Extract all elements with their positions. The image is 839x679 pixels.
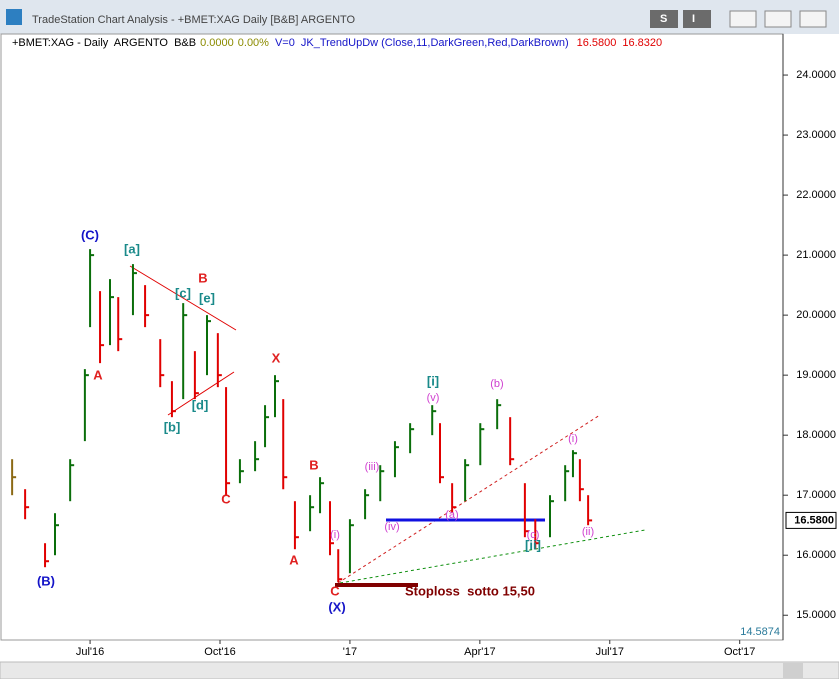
wave-label: (B) bbox=[37, 573, 55, 588]
wave-label: (X) bbox=[328, 599, 345, 614]
y-tick-label: 16.0000 bbox=[796, 549, 836, 561]
wave-label: [d] bbox=[192, 397, 209, 412]
scroll-thumb[interactable] bbox=[783, 663, 803, 678]
wave-label: [a] bbox=[124, 241, 140, 256]
wave-label: [e] bbox=[199, 290, 215, 305]
wave-label: [c] bbox=[175, 285, 191, 300]
y-tick-label: 20.0000 bbox=[796, 309, 836, 321]
info-line: +BMET:XAG - Daily ARGENTO B&B 0.0000 0.00%… bbox=[12, 37, 662, 49]
info-volume: V=0 bbox=[275, 37, 295, 49]
x-axis-area bbox=[0, 641, 839, 661]
info-symbol: +BMET:XAG - Daily ARGENTO B&B bbox=[12, 37, 196, 49]
wave-label: C bbox=[330, 583, 340, 598]
trend-line bbox=[337, 414, 601, 584]
info-value2: 16.8320 bbox=[622, 37, 662, 49]
wave-label: [i] bbox=[427, 373, 439, 388]
button-s-label: S bbox=[660, 13, 667, 25]
button-i-label: I bbox=[692, 13, 695, 25]
info-indicator: JK_TrendUpDw (Close,11,DarkGreen,Red,Dar… bbox=[301, 37, 569, 49]
y-tick-label: 19.0000 bbox=[796, 369, 836, 381]
y-tick-label: 24.0000 bbox=[796, 69, 836, 81]
last-price-label: 16.5800 bbox=[794, 514, 834, 526]
info-change: 0.0000 bbox=[200, 37, 234, 49]
wave-label: B bbox=[309, 457, 318, 472]
close[interactable] bbox=[799, 10, 827, 28]
y-min-label: 14.5874 bbox=[740, 626, 780, 638]
y-tick-label: 15.0000 bbox=[796, 609, 836, 621]
info-value1: 16.5800 bbox=[577, 37, 617, 49]
wave-label: (iv) bbox=[384, 521, 399, 533]
info-change-pct: 0.00% bbox=[238, 37, 269, 49]
wave-label: (i) bbox=[568, 433, 578, 445]
wave-label: [ii] bbox=[525, 537, 541, 552]
wave-label: X bbox=[272, 350, 281, 365]
triangle-upper bbox=[129, 265, 237, 331]
wave-label: B bbox=[198, 270, 207, 285]
wave-label: Stoploss sotto 15,50 bbox=[405, 583, 535, 598]
y-tick-label: 23.0000 bbox=[796, 129, 836, 141]
app-icon bbox=[6, 9, 22, 25]
y-tick-label: 21.0000 bbox=[796, 249, 836, 261]
wave-label: (C) bbox=[81, 227, 99, 242]
x-tick-label: Oct'16 bbox=[204, 646, 235, 658]
plot-area bbox=[0, 33, 784, 641]
chart: 15.0000 16.0000 17.0000 18.0000 19.0000 20.00… bbox=[11, 69, 837, 658]
wave-label: (b) bbox=[490, 378, 503, 390]
y-tick-label: 17.0000 bbox=[796, 489, 836, 501]
wave-label: (v) bbox=[427, 392, 440, 404]
button-i[interactable] bbox=[683, 10, 711, 28]
wave-label: A bbox=[93, 367, 103, 382]
maximize[interactable] bbox=[764, 10, 792, 28]
x-tick-label: '17 bbox=[343, 646, 357, 658]
x-tick-label: Jul'16 bbox=[76, 646, 104, 658]
x-tick-label: Jul'17 bbox=[596, 646, 624, 658]
wave-label: [b] bbox=[164, 419, 181, 434]
wave-label: A bbox=[289, 552, 299, 567]
minimize[interactable] bbox=[729, 10, 757, 28]
wave-label: (ii) bbox=[582, 526, 594, 538]
window-title: TradeStation Chart Analysis - +BMET:XAG … bbox=[32, 14, 356, 26]
x-tick-label: Oct'17 bbox=[724, 646, 755, 658]
x-tick-label: Apr'17 bbox=[464, 646, 495, 658]
y-tick-label: 18.0000 bbox=[796, 429, 836, 441]
last-price-box bbox=[785, 511, 837, 529]
wave-label: (i) bbox=[330, 529, 340, 541]
scrollbar[interactable] bbox=[0, 661, 839, 679]
wave-label: (iii) bbox=[365, 461, 380, 473]
y-tick-label: 22.0000 bbox=[796, 189, 836, 201]
wave-label: C bbox=[221, 491, 231, 506]
wave-label: (c) bbox=[527, 529, 540, 541]
triangle-lower bbox=[167, 371, 235, 416]
wave-label: (a) bbox=[445, 509, 458, 521]
button-s[interactable] bbox=[650, 10, 678, 28]
